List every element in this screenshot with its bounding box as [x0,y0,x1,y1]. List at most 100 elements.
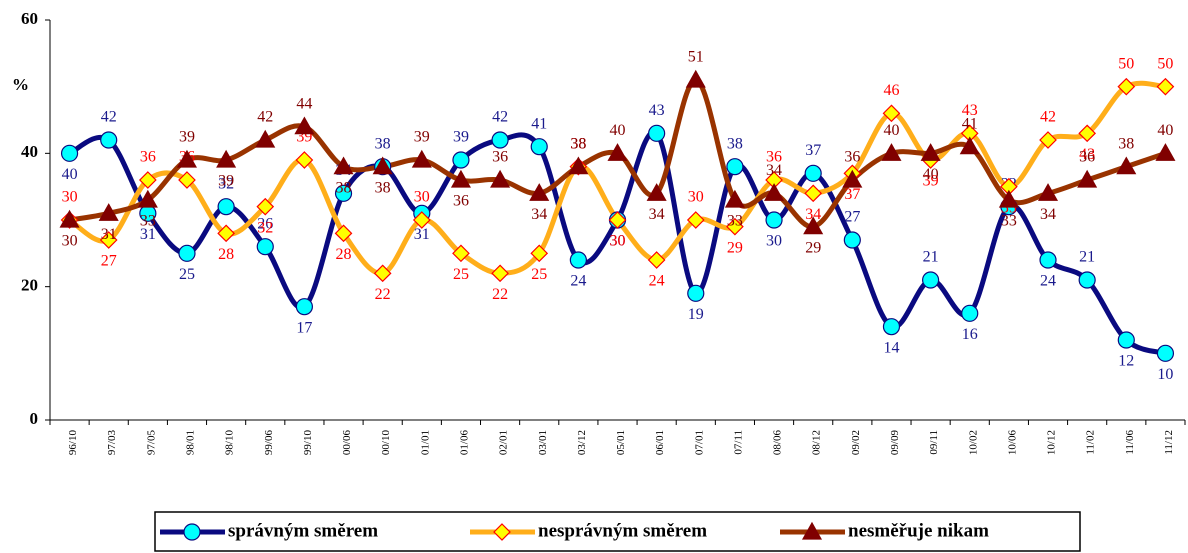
data-label: 21 [1079,249,1095,266]
data-label: 42 [257,109,273,126]
series-marker [1039,251,1057,269]
series-marker [843,231,861,249]
data-label: 38 [570,135,586,152]
series-marker [60,144,79,162]
series-marker [726,217,744,236]
data-label: 50 [1118,55,1134,72]
data-label: 25 [179,266,195,283]
x-tick-label: 09/11 [928,430,940,455]
series-marker [922,271,940,289]
data-label: 39 [218,173,234,190]
data-label: 39 [414,129,430,146]
data-label: 30 [62,233,78,250]
x-tick-label: 07/01 [693,430,705,455]
series-marker [648,124,666,142]
series-marker [294,116,315,135]
x-tick-label: 03/12 [576,430,588,455]
series-marker [961,304,979,322]
data-label: 28 [336,246,352,263]
data-label: 43 [962,102,978,119]
series-marker [882,104,901,123]
series-marker [59,209,80,228]
series-marker [1039,131,1057,149]
data-label: 36 [766,149,782,166]
series-marker [685,69,706,88]
legend-label: nesprávným směrem [538,520,707,541]
series-marker [568,156,589,175]
series-marker [530,244,549,263]
series-marker [608,211,627,229]
series-marker [803,216,824,235]
data-label: 12 [1118,353,1134,370]
data-label: 39 [923,173,939,190]
series-marker [687,284,705,302]
data-label: 33 [1001,213,1017,230]
data-label: 38 [727,135,743,152]
data-label: 41 [531,115,547,132]
data-label: 25 [453,266,469,283]
series-marker [98,203,119,221]
series-marker [647,251,666,269]
data-label: 38 [375,179,391,196]
series-marker [646,183,667,201]
data-label: 40 [1157,122,1173,139]
series-marker [804,184,823,203]
data-label: 30 [62,189,78,206]
series-marker [1117,77,1136,96]
data-label: 38 [336,179,352,196]
x-tick-label: 05/01 [615,430,627,455]
data-label: 29 [805,239,821,256]
x-tick-label: 10/12 [1046,430,1058,455]
series-marker [764,183,785,201]
data-label: 32 [257,219,273,236]
y-tick-label: 0 [30,409,39,428]
x-tick-label: 10/02 [967,430,979,455]
series-marker [724,189,745,208]
data-label: 43 [1079,146,1095,163]
data-label: 30 [610,233,626,250]
series-marker [178,244,196,262]
data-label: 40 [883,122,899,139]
x-tick-label: 99/10 [302,430,314,456]
data-label: 34 [649,206,665,223]
series-marker [334,224,353,243]
y-tick-label: 20 [21,276,38,295]
x-tick-label: 98/01 [185,430,197,455]
x-tick-label: 97/05 [145,430,157,456]
legend-marker [493,523,511,541]
data-label: 25 [531,266,547,283]
data-label: 37 [844,186,860,203]
data-label: 34 [531,206,547,223]
x-tick-label: 09/02 [850,430,862,455]
series-marker [137,189,158,208]
series-marker [1078,271,1096,289]
series-marker [412,211,431,229]
data-label: 43 [649,102,665,119]
series-marker [217,198,235,216]
x-tick-label: 09/09 [889,430,901,456]
x-tick-label: 96/10 [67,430,79,456]
data-label: 34 [766,162,782,179]
x-tick-label: 01/06 [458,430,470,456]
legend-marker [183,523,201,541]
series-marker [1155,143,1176,161]
series-marker [334,184,353,202]
series-marker [765,211,783,229]
data-label: 16 [962,326,978,343]
series-marker [491,131,509,149]
x-tick-label: 08/12 [811,430,823,455]
data-label: 42 [492,109,508,126]
series-marker [804,164,822,182]
data-label: 22 [492,286,508,303]
series-marker [491,264,509,283]
series-marker [450,169,471,188]
series-marker [881,143,902,161]
data-label: 24 [1040,273,1056,290]
series-marker [452,151,470,169]
series-marker [333,156,354,175]
data-label: 30 [688,189,704,206]
series-marker [256,197,275,216]
x-tick-label: 10/06 [1006,430,1018,456]
x-tick-label: 01/01 [419,430,431,455]
data-label: 27 [101,253,117,270]
